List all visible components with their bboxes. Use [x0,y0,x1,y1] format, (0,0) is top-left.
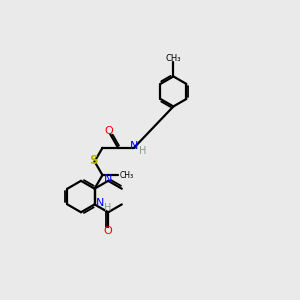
Text: CH₃: CH₃ [166,53,181,62]
Text: CH₃: CH₃ [119,171,134,180]
Text: O: O [104,126,113,136]
Text: N: N [130,142,138,152]
Text: H: H [104,202,112,213]
Text: H: H [139,146,146,156]
Text: S: S [89,154,98,167]
Text: N: N [95,199,104,208]
Text: O: O [103,226,112,236]
Text: N: N [104,175,112,184]
